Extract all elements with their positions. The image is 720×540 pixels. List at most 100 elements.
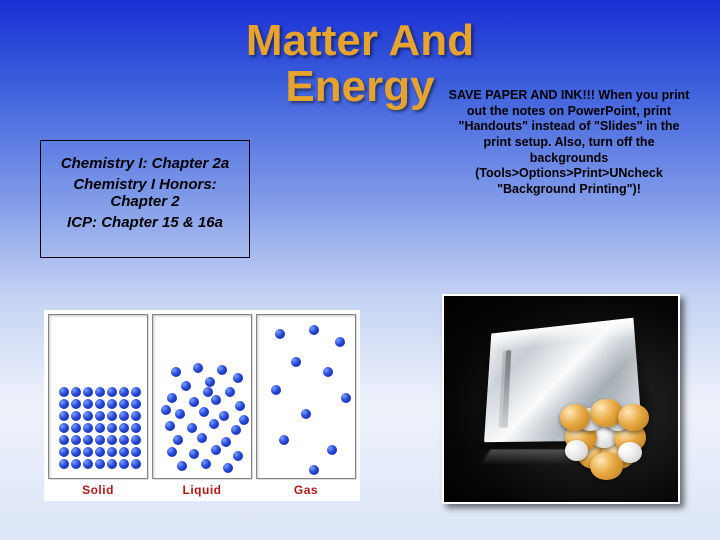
- particle-icon: [171, 367, 181, 377]
- particle-icon: [341, 393, 351, 403]
- particle-icon: [95, 399, 105, 409]
- atom-orange-icon: [618, 404, 648, 431]
- particle-icon: [181, 381, 191, 391]
- particle-icon: [271, 385, 281, 395]
- particle-icon: [131, 411, 141, 421]
- particle-icon: [327, 445, 337, 455]
- particle-icon: [221, 437, 231, 447]
- state-label: Liquid: [183, 483, 222, 497]
- particle-icon: [107, 399, 117, 409]
- particle-icon: [161, 405, 171, 415]
- particle-icon: [107, 411, 117, 421]
- particle-icon: [71, 459, 81, 469]
- particle-icon: [131, 387, 141, 397]
- particle-icon: [201, 459, 211, 469]
- state-box-solid: [48, 314, 148, 479]
- particle-icon: [279, 435, 289, 445]
- title-line-2: Energy: [285, 62, 434, 111]
- particle-icon: [177, 461, 187, 471]
- crystal-background: [442, 294, 680, 504]
- particle-icon: [83, 411, 93, 421]
- particle-icon: [193, 363, 203, 373]
- particle-icon: [59, 459, 69, 469]
- particle-icon: [83, 387, 93, 397]
- state-box-liquid: [152, 314, 252, 479]
- atom-orange-icon: [590, 452, 622, 480]
- particle-icon: [131, 399, 141, 409]
- state-label: Gas: [294, 483, 318, 497]
- particle-icon: [71, 399, 81, 409]
- particle-icon: [83, 447, 93, 457]
- particle-icon: [71, 435, 81, 445]
- particle-icon: [205, 377, 215, 387]
- particle-icon: [107, 423, 117, 433]
- particle-icon: [59, 387, 69, 397]
- chapter-line: Chemistry I Honors: Chapter 2: [49, 176, 241, 210]
- particle-icon: [197, 433, 207, 443]
- particle-icon: [131, 447, 141, 457]
- particle-icon: [223, 463, 233, 473]
- particle-icon: [301, 409, 311, 419]
- particle-icon: [219, 411, 229, 421]
- particle-icon: [189, 397, 199, 407]
- particle-icon: [173, 435, 183, 445]
- particle-icon: [275, 329, 285, 339]
- particle-icon: [95, 447, 105, 457]
- particle-icon: [189, 449, 199, 459]
- particle-icon: [83, 459, 93, 469]
- particle-icon: [323, 367, 333, 377]
- chapters-box: Chemistry I: Chapter 2a Chemistry I Honor…: [40, 140, 250, 258]
- particle-icon: [119, 459, 129, 469]
- molecule-cluster-icon: [552, 395, 660, 490]
- particle-icon: [107, 447, 117, 457]
- states-of-matter-diagram: Solid Liquid Gas: [44, 310, 360, 501]
- particle-icon: [59, 411, 69, 421]
- particle-icon: [235, 401, 245, 411]
- particle-icon: [211, 395, 221, 405]
- particle-icon: [167, 447, 177, 457]
- particle-icon: [119, 387, 129, 397]
- particle-icon: [95, 423, 105, 433]
- particle-icon: [95, 459, 105, 469]
- particle-icon: [233, 451, 243, 461]
- particle-icon: [233, 373, 243, 383]
- particle-icon: [203, 387, 213, 397]
- particle-icon: [291, 357, 301, 367]
- particle-icon: [59, 447, 69, 457]
- particle-icon: [95, 435, 105, 445]
- chapter-line: Chemistry I: Chapter 2a: [49, 155, 241, 172]
- particle-icon: [107, 459, 117, 469]
- particle-icon: [165, 421, 175, 431]
- atom-orange-icon: [560, 404, 590, 431]
- particle-icon: [335, 337, 345, 347]
- particle-icon: [71, 447, 81, 457]
- particle-icon: [131, 435, 141, 445]
- particle-icon: [83, 399, 93, 409]
- particle-icon: [119, 435, 129, 445]
- particle-icon: [309, 325, 319, 335]
- particle-icon: [199, 407, 209, 417]
- particle-icon: [71, 411, 81, 421]
- particle-icon: [83, 435, 93, 445]
- particle-icon: [211, 445, 221, 455]
- particle-icon: [239, 415, 249, 425]
- particle-icon: [107, 435, 117, 445]
- state-column-solid: Solid: [48, 314, 148, 497]
- particle-icon: [225, 387, 235, 397]
- particle-icon: [83, 423, 93, 433]
- title-line-1: Matter And: [246, 16, 474, 65]
- state-column-liquid: Liquid: [152, 314, 252, 497]
- particle-icon: [59, 423, 69, 433]
- particle-icon: [71, 387, 81, 397]
- particle-icon: [119, 447, 129, 457]
- print-tip-text: SAVE PAPER AND INK!!! When you print out…: [445, 88, 693, 197]
- particle-icon: [167, 393, 177, 403]
- particle-icon: [59, 399, 69, 409]
- particle-icon: [59, 435, 69, 445]
- state-column-gas: Gas: [256, 314, 356, 497]
- state-box-gas: [256, 314, 356, 479]
- state-label: Solid: [82, 483, 114, 497]
- particle-icon: [107, 387, 117, 397]
- particle-icon: [95, 387, 105, 397]
- particle-icon: [309, 465, 319, 475]
